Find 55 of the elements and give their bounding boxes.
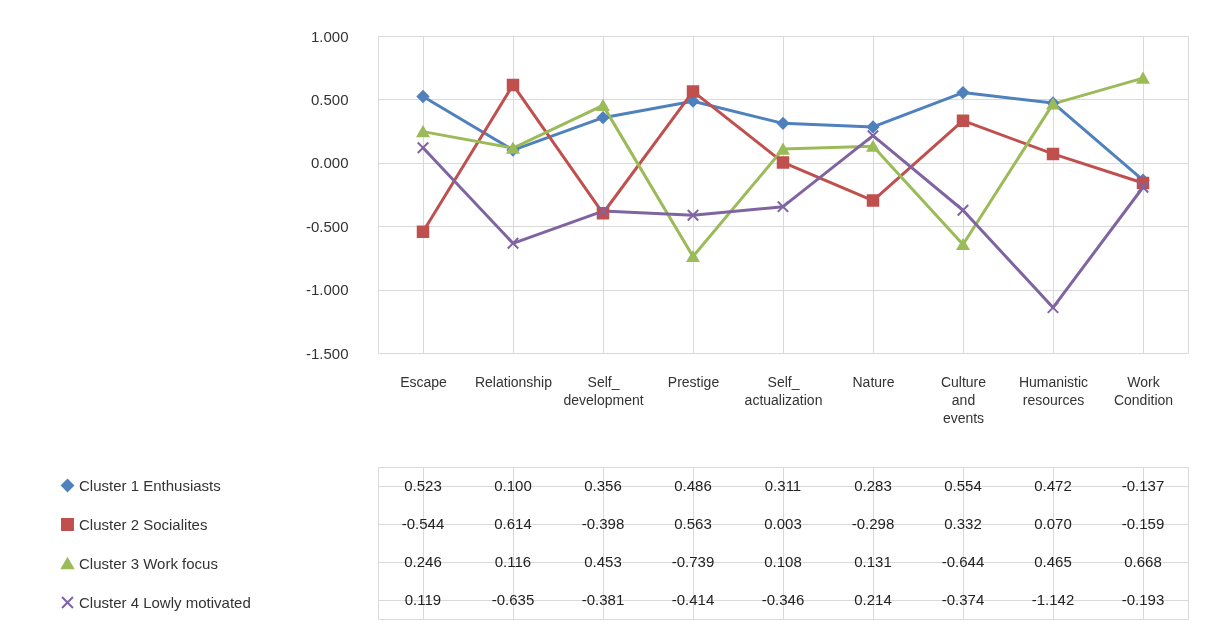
data-label: -0.544 [401, 515, 445, 532]
data-label: 0.356 [584, 477, 622, 494]
data-label: 0.523 [404, 477, 442, 494]
data-label: 0.486 [674, 477, 712, 494]
data-label: 0.214 [854, 591, 892, 608]
data-label: 0.465 [1034, 553, 1072, 570]
x-tick-label: Self_actualization [744, 373, 823, 408]
data-label: -1.142 [1031, 591, 1075, 608]
data-label: 0.472 [1034, 477, 1072, 494]
x-tick-label: Escape [400, 373, 448, 390]
data-label: -0.298 [851, 515, 895, 532]
data-label: -0.374 [941, 591, 985, 608]
data-label: 0.070 [1034, 515, 1072, 532]
data-label: -0.644 [941, 553, 985, 570]
data-label: 0.108 [764, 553, 802, 570]
data-label: 0.332 [944, 515, 982, 532]
data-label: -0.398 [581, 515, 625, 532]
data-label: -0.137 [1121, 477, 1165, 494]
data-label: 0.116 [494, 553, 532, 570]
data-label: 0.614 [494, 515, 532, 532]
y-tick-label: 0.000 [310, 154, 349, 172]
x-tick-label: Relationship [474, 373, 553, 390]
legend-label: Cluster 3 Work focus [79, 554, 218, 572]
data-label: -0.381 [581, 591, 625, 608]
data-label: 0.283 [854, 477, 892, 494]
data-label: 0.003 [764, 515, 802, 532]
data-label: 0.453 [584, 553, 622, 570]
x-tick-label: Culture and events [940, 373, 987, 426]
y-tick-label: 0.500 [310, 90, 349, 108]
y-tick-label: -0.500 [305, 217, 349, 235]
data-label: 0.246 [404, 553, 442, 570]
data-label: -0.635 [491, 591, 535, 608]
data-label: -0.739 [671, 553, 715, 570]
data-label: -0.346 [761, 591, 805, 608]
x-tick-label: Humanistic resources [1018, 373, 1089, 408]
y-tick-label: 1.000 [310, 27, 349, 45]
data-label: -0.414 [671, 591, 715, 608]
x-tick-label: Nature [852, 373, 895, 390]
data-label: 0.668 [1124, 553, 1162, 570]
data-label: 0.554 [944, 477, 982, 494]
data-label: -0.193 [1121, 591, 1165, 608]
data-label: 0.100 [494, 477, 532, 494]
data-label: 0.311 [764, 477, 802, 494]
data-label: 0.119 [404, 591, 442, 608]
data-label: 0.131 [854, 553, 892, 570]
legend-label: Cluster 4 Lowly motivated [79, 593, 251, 611]
x-tick-label: Work Condition [1113, 373, 1174, 408]
x-tick-label: Self_development [563, 373, 644, 408]
data-label: 0.563 [674, 515, 712, 532]
x-tick-label: Prestige [667, 373, 720, 390]
y-tick-label: -1.500 [305, 344, 349, 362]
legend-label: Cluster 2 Socialites [79, 515, 208, 533]
data-label: -0.159 [1121, 515, 1165, 532]
y-tick-label: -1.000 [305, 281, 349, 299]
legend-label: Cluster 1 Enthusiasts [79, 476, 221, 494]
